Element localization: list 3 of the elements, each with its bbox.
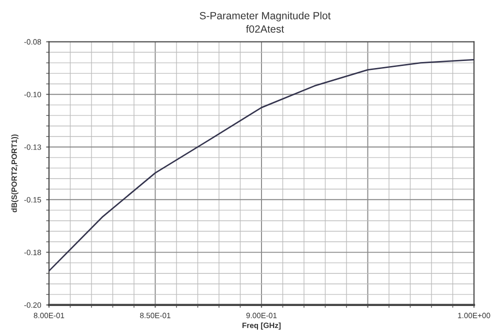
line-series — [49, 59, 474, 272]
chart-subtitle: f02Atest — [246, 25, 284, 33]
chart-title: S-Parameter Magnitude Plot — [200, 12, 331, 22]
